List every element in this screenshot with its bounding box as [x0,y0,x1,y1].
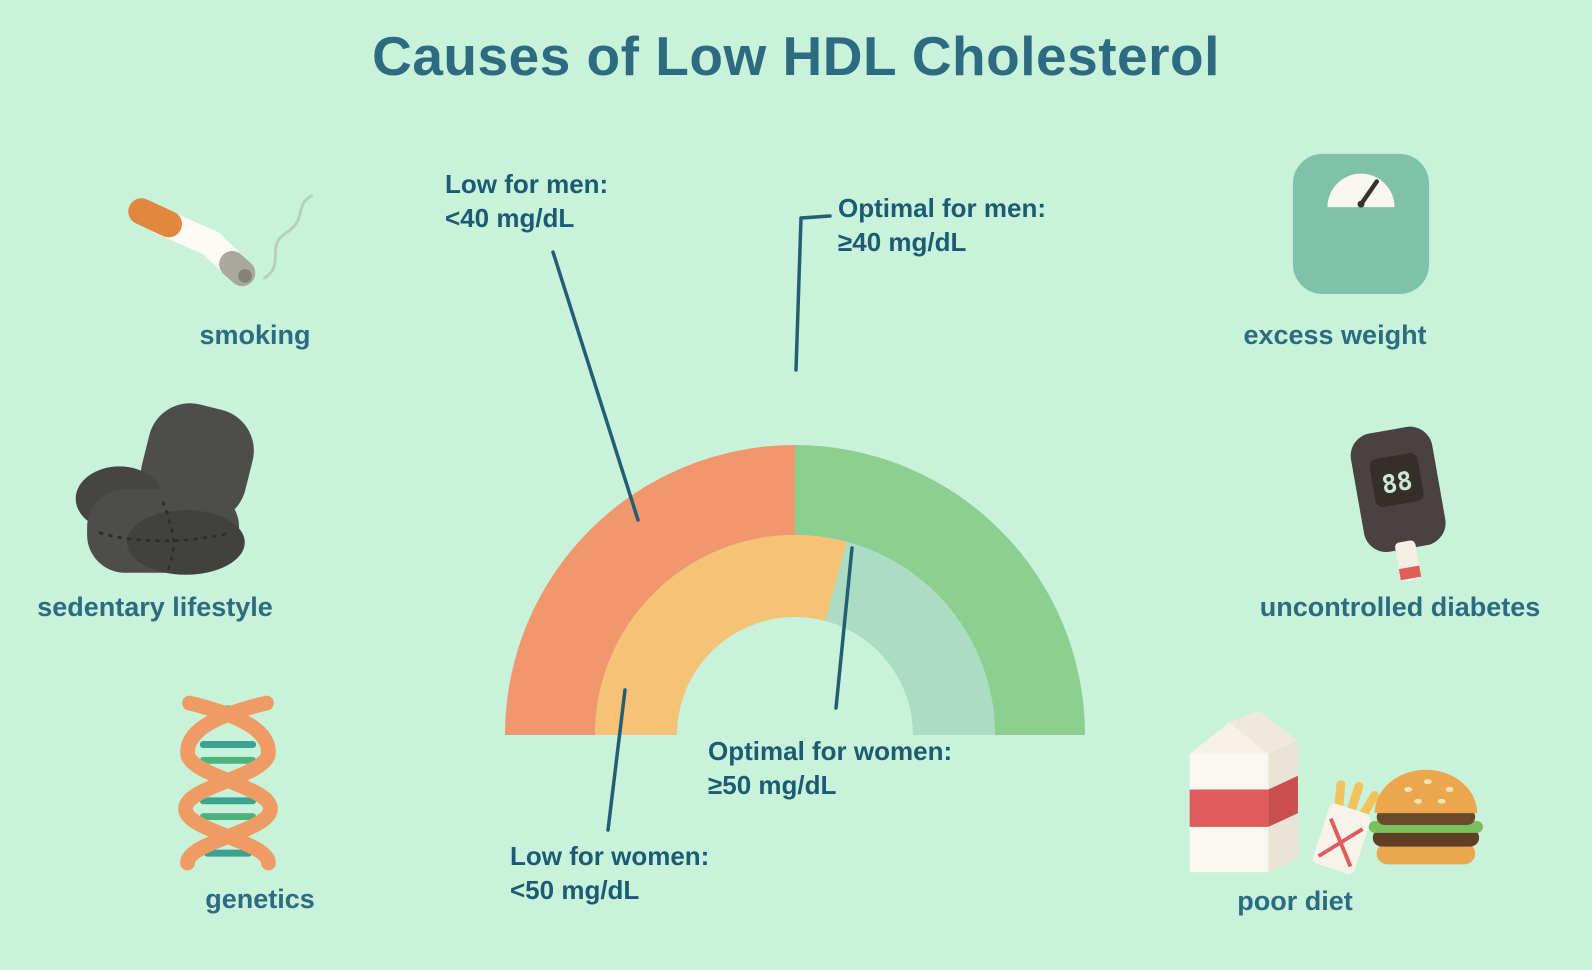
label-uncontrolled-diabetes: uncontrolled diabetes [1259,592,1541,622]
dna-graphic [178,695,278,871]
annotation-optimal-women-line2: ≥50 mg/dL [708,769,837,800]
glucose-meter-graphic: 88 [1350,426,1446,582]
pointer-line-optimal-men [794,214,832,372]
annotation-optimal-women: Optimal for women: ≥50 mg/dL [708,735,952,803]
annotation-low-women-line2: <50 mg/dL [510,874,640,905]
glucose-meter-display: 88 [1379,466,1414,500]
annotation-optimal-men: Optimal for men: ≥40 mg/dL [838,192,1046,260]
armchair-icon [70,398,260,590]
gauge-segment-low-men [505,445,795,735]
dna-icon [148,695,306,875]
armchair-graphic [75,403,254,575]
gauge-segment-optimal-men [795,445,1085,735]
gauge-segment-low-women [595,534,847,735]
scale-graphic [1292,153,1430,295]
annotation-low-men: Low for men: <40 mg/dL [445,168,608,236]
cigarette-icon [118,182,333,320]
glucose-meter-icon: 88 [1338,420,1460,588]
label-sedentary-lifestyle: sedentary lifestyle [37,592,273,622]
label-smoking: smoking [199,320,311,350]
annotation-optimal-men-line1: Optimal for men: [838,193,1047,223]
label-excess-weight: excess weight [1243,320,1427,350]
annotation-optimal-men-line2: ≥40 mg/dL [838,226,967,257]
smoke-wisp [263,194,313,280]
hdl-gauge-chart [505,445,1085,736]
annotation-optimal-women-line1: Optimal for women: [708,736,953,766]
page-title: Causes of Low HDL Cholesterol [372,25,1220,87]
label-poor-diet: poor diet [1237,886,1353,916]
annotation-low-men-line2: <40 mg/dL [445,202,575,233]
scale-icon [1287,142,1435,302]
annotation-low-women: Low for women: <50 mg/dL [510,840,709,908]
cigarette-graphic [128,194,313,287]
milk-carton-burger-icon [1162,693,1487,885]
label-genetics: genetics [205,884,315,914]
burger-graphic [1368,769,1484,865]
annotation-low-men-line1: Low for men: [445,169,609,199]
gauge-graphic [505,445,1085,735]
gauge-segment-optimal-women [825,541,995,735]
annotation-low-women-line1: Low for women: [510,841,710,871]
fries-graphic [1313,780,1379,874]
poor-diet-graphic [1189,710,1484,874]
